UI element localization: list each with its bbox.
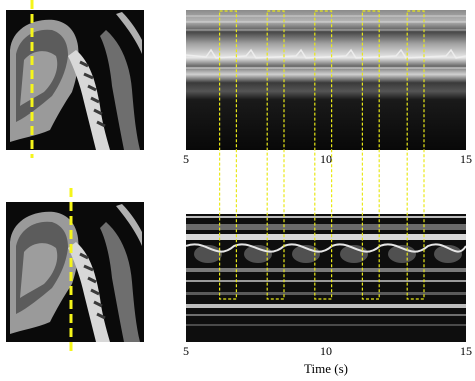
mmode-image-top (185, 10, 467, 150)
x-axis-title: Time (s) (304, 361, 348, 376)
x-tick-label-bottom-10: 10 (320, 344, 332, 358)
x-tick-label-bottom-5: 5 (183, 344, 189, 358)
mri-sagittal-image-bottom (6, 202, 144, 342)
x-tick-label-top-5: 5 (183, 152, 189, 166)
mmode-strip-top (185, 10, 467, 150)
x-tick-label-top-10: 10 (320, 152, 332, 166)
x-tick-label-top-15: 15 (460, 152, 472, 166)
x-tick-label-bottom-15: 15 (460, 344, 472, 358)
mmode-image-bottom (185, 202, 467, 342)
mri-thumbnail-top (6, 10, 144, 150)
mri-sagittal-image-top (6, 10, 144, 150)
mri-thumbnail-bottom (6, 202, 144, 342)
mmode-strip-bottom (185, 202, 467, 342)
